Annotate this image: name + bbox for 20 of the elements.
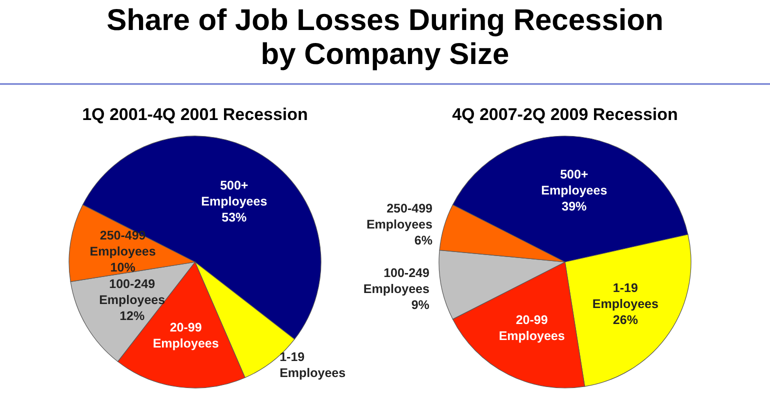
data-label: 9% [411, 298, 430, 312]
data-label: 12% [120, 309, 145, 324]
data-label: 53% [222, 210, 247, 224]
data-label: 10% [110, 260, 136, 275]
data-label: 26% [612, 313, 638, 328]
chart-subtitle: 4Q 2007-2Q 2009 Recession [452, 105, 678, 124]
chart-title: Share of Job Losses During Recession by Company Size [106, 4, 664, 71]
slice-label: 100-249 Employees [99, 277, 166, 308]
slice-label: 20-99 Employees [498, 313, 565, 344]
slice-label: 500+ Employees [541, 167, 608, 198]
slice-label: 250-499 Employees [366, 202, 433, 232]
slice-label: 1-19 Employees [280, 350, 346, 380]
slice-label: 500+ Employees [201, 178, 268, 208]
slice-label: 1-19 Employees [592, 281, 658, 312]
chart-subtitle: 1Q 2001-4Q 2001 Recession [82, 105, 308, 124]
slice-label: 250-499 Employees [90, 228, 156, 259]
data-label: 6% [414, 234, 432, 248]
slice-label: 20-99 Employees [152, 320, 219, 351]
slice-label: 100-249 Employees [363, 266, 430, 296]
data-label: 39% [562, 199, 587, 214]
